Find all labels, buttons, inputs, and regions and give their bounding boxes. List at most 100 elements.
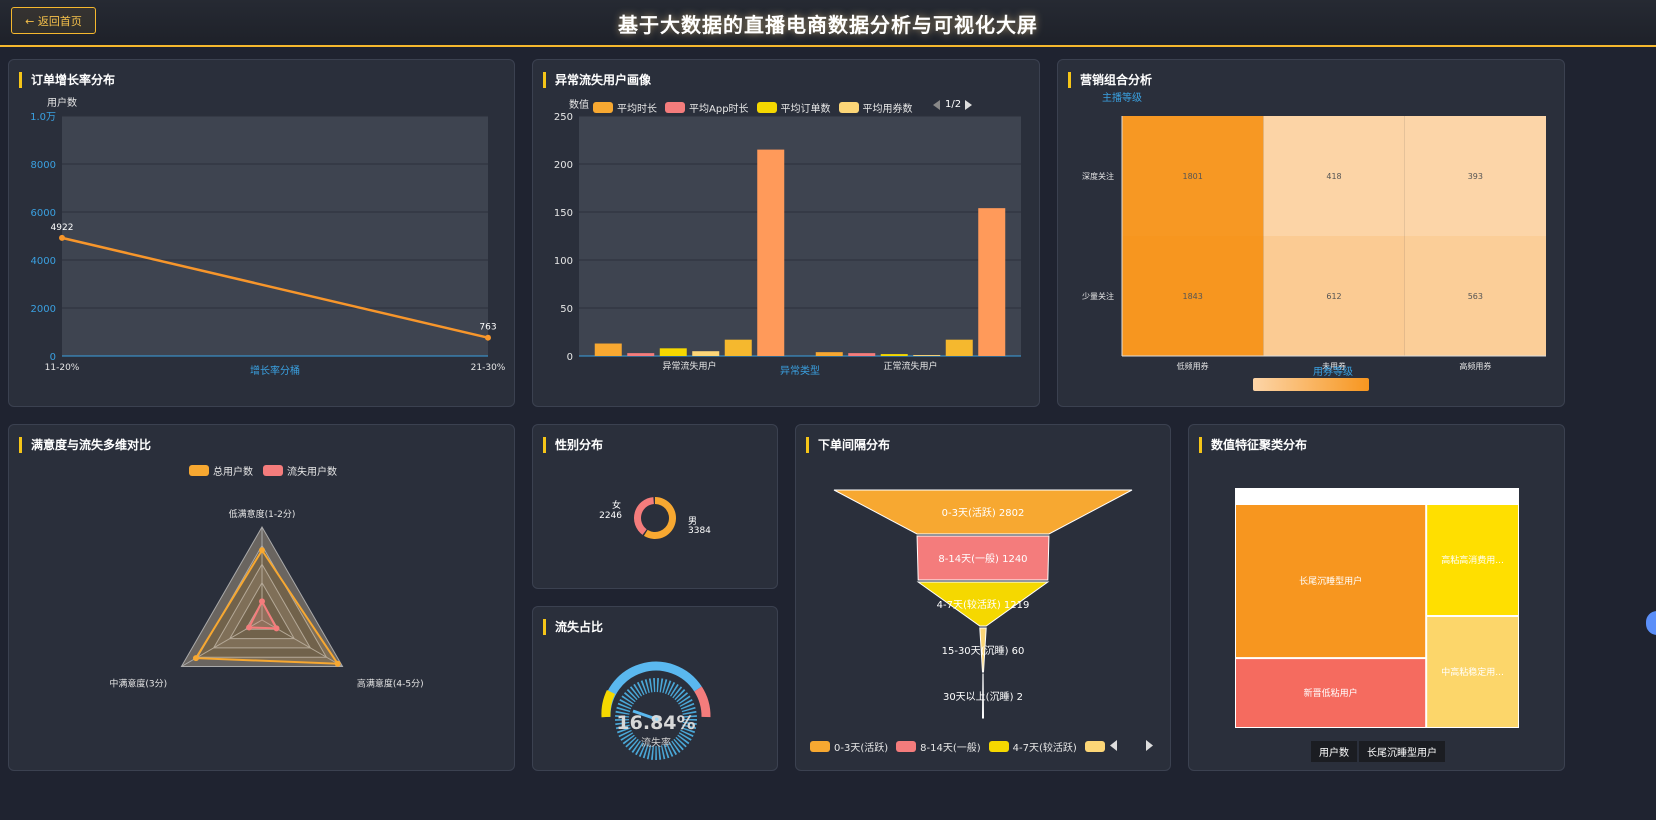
panel-title: 流失占比 [543,619,603,635]
bar [815,352,843,356]
satisfaction-legend: 总用户数 流失用户数 [189,463,337,478]
legend-item[interactable]: 平均用券数 [838,100,913,115]
next-page-icon[interactable] [1146,740,1154,751]
y-tick-label: 150 [554,208,573,219]
back-home-button[interactable]: ← 返回首页 [11,7,96,34]
bar [594,343,622,356]
treemap-label: 新晋低粘用户 [1304,687,1358,699]
header-bar: ← 返回首页 基于大数据的直播电商数据分析与可视化大屏 [0,0,1656,47]
x-tick-label: 低频用券 [1177,361,1209,371]
prev-page-icon[interactable] [933,99,941,110]
legend-item[interactable]: 总用户数 [189,463,253,478]
churn-gauge [601,661,711,760]
radar-indicator-label: 低满意度(1-2分) [229,508,296,520]
heat-cell [1263,116,1405,236]
slice-label: 女 [612,499,621,511]
radar-point [334,660,341,667]
funnel-label: 30天以上(沉睡) 2 [943,690,1023,703]
churn-profile-panel: 异常流失用户画像 0 50 100 150 200 250 数值 异常流失用户 正常流失用户 异常… [532,59,1040,407]
legend-item[interactable]: 8-14天(一般) [896,739,981,754]
bar [692,351,720,356]
legend-item[interactable] [1084,741,1109,752]
legend-label: 总用户数 [213,467,253,478]
gauge-needle [632,709,657,721]
legend-item[interactable]: 平均App时长 [665,100,749,115]
y-tick-label: 4000 [31,256,56,267]
legend-item[interactable]: 平均订单数 [756,100,831,115]
bar [945,339,973,356]
next-page-icon[interactable] [965,99,973,110]
legend-label: 平均订单数 [780,104,831,115]
panel-title: 数值特征聚类分布 [1199,437,1307,453]
y-axis-title: 主播等级 [1102,91,1142,104]
gauge-arc-outer-red [694,686,711,718]
prev-page-icon[interactable] [1110,740,1118,751]
radar-point [192,655,199,662]
visual-map-bar [1253,378,1369,391]
radar-series [247,599,279,630]
breadcrumb-current[interactable]: 长尾沉睡型用户 [1359,741,1445,762]
treemap-label: 长尾沉睡型用户 [1299,575,1362,587]
treemap-breadcrumb[interactable]: 用户数 长尾沉睡型用户 [1311,741,1445,762]
cell-label: 418 [1326,172,1341,181]
x-tick-label: 11-20% [45,363,80,373]
order-growth-chart: 0 2000 4000 6000 8000 1.0万 用户数 4922 11-20% 763 21-… [30,96,506,377]
funnel-segment [833,489,1133,535]
cell-label: 393 [1468,172,1483,181]
bar [848,353,876,356]
y-tick-label: 50 [560,304,573,315]
legend-label: 4-7天(较活跃) [1012,743,1077,754]
cell-label: 612 [1326,292,1341,301]
order-interval-funnel: 0-3天(活跃) 2802 8-14天(一般) 1240 4-7天(较活跃) 121… [833,489,1133,719]
y-tick-label: 0 [567,352,573,363]
churn-ratio-panel: 流失占比 16.84% 流失率 [532,606,778,771]
satisfaction-panel: 满意度与流失多维对比 总用户数 流失用户数 低满意度(1-2分) 高满意度(4-5分… [8,424,515,771]
breadcrumb-root[interactable]: 用户数 [1311,741,1357,762]
y-axis-title: 数值 [569,98,589,111]
legend-item[interactable]: 4-7天(较活跃) [988,739,1077,754]
legend-item[interactable]: 流失用户数 [263,463,337,478]
y-tick-label: 8000 [31,160,56,171]
treemap-node [1236,659,1426,727]
legend-label: 流失用户数 [287,467,337,478]
gauge-arc-outer-yellow [601,690,616,718]
heat-cell [1122,236,1264,356]
page-title: 基于大数据的直播电商数据分析与可视化大屏 [618,13,1038,37]
heat-cell [1404,116,1546,236]
cell-label: 1801 [1182,172,1202,181]
legend-pager[interactable]: 1/2 [933,99,973,110]
treemap-label: 高粘高消费用... [1441,554,1504,566]
x-tick-label: 21-30% [471,363,506,373]
gauge-center [652,715,660,723]
churn-rate-value: 16.84% [616,712,696,734]
radar-point [273,625,280,632]
treemap-node [1427,617,1518,727]
slice-label: 男 [688,516,697,527]
y-tick-label: 深度关注 [1082,171,1114,181]
side-float-button[interactable] [1646,611,1656,635]
y-tick-label: 0 [50,352,56,363]
heat-cell [1404,236,1546,356]
panel-title: 下单间隔分布 [806,437,890,453]
pie-slice [643,497,676,539]
bar [978,208,1006,356]
funnel-segment [916,581,1050,627]
legend-item[interactable]: 0-3天(活跃) [810,739,888,754]
funnel-segment [981,673,985,719]
legend-label: 平均用券数 [862,104,913,115]
bar [913,355,941,356]
data-point [485,334,491,341]
bar [627,353,655,356]
x-tick-label: 高频用券 [1459,361,1491,371]
radar-point [259,547,265,554]
radar-point [246,624,253,631]
funnel-segment [916,535,1050,581]
x-tick-label: 异常流失用户 [662,360,716,372]
funnel-label: 8-14天(一般) 1240 [938,552,1027,565]
legend-item[interactable]: 平均时长 [593,100,657,115]
funnel-legend-pager[interactable] [1110,740,1154,751]
legend-swatch [838,102,859,113]
order-interval-legend: 0-3天(活跃) 8-14天(一般) 4-7天(较活跃) [810,739,1109,754]
legend-label: 8-14天(一般) [920,743,981,754]
pie-slice [634,497,654,535]
